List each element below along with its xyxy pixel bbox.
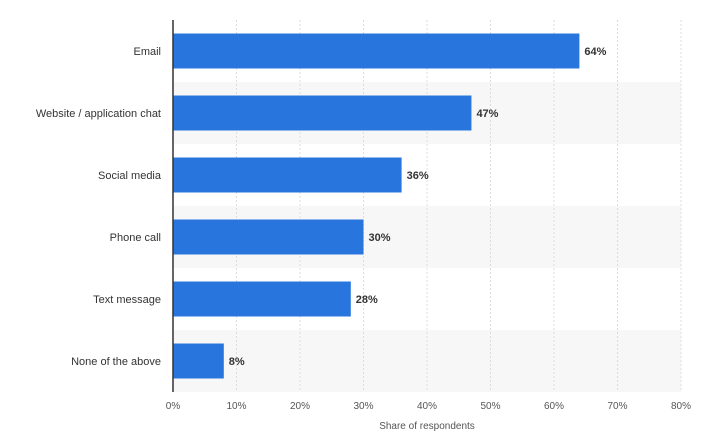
category-label: None of the above — [71, 356, 161, 368]
x-tick-label: 80% — [671, 401, 691, 412]
bar[interactable] — [173, 33, 580, 69]
category-label: Social media — [98, 170, 162, 182]
bar[interactable] — [173, 219, 364, 255]
category-labels: Email Website / application chat Social me… — [36, 46, 162, 368]
x-tick-label: 40% — [417, 401, 437, 412]
value-label: 47% — [476, 108, 498, 120]
x-tick-labels: 0% 10% 20% 30% 40% 50% 60% 70% 80% — [166, 401, 691, 412]
bar[interactable] — [173, 157, 402, 193]
x-tick-label: 20% — [290, 401, 310, 412]
category-label: Email — [133, 46, 161, 58]
x-tick-label: 10% — [226, 401, 246, 412]
value-label: 36% — [407, 170, 429, 182]
bars — [173, 33, 580, 379]
category-label: Phone call — [110, 232, 161, 244]
bar[interactable] — [173, 281, 351, 317]
category-label: Website / application chat — [36, 108, 161, 120]
x-tick-label: 30% — [353, 401, 373, 412]
value-label: 30% — [369, 232, 391, 244]
value-labels: 64% 47% 36% 30% 28% 8% — [229, 46, 607, 368]
category-label: Text message — [93, 294, 161, 306]
x-axis-title: Share of respondents — [379, 421, 475, 432]
x-tick-label: 0% — [166, 401, 181, 412]
value-label: 28% — [356, 294, 378, 306]
x-tick-label: 70% — [607, 401, 627, 412]
x-tick-label: 50% — [480, 401, 500, 412]
gridlines — [236, 20, 682, 392]
value-label: 64% — [584, 46, 606, 58]
value-label: 8% — [229, 356, 245, 368]
bar[interactable] — [173, 95, 472, 131]
x-tick-label: 60% — [544, 401, 564, 412]
bar[interactable] — [173, 343, 224, 379]
